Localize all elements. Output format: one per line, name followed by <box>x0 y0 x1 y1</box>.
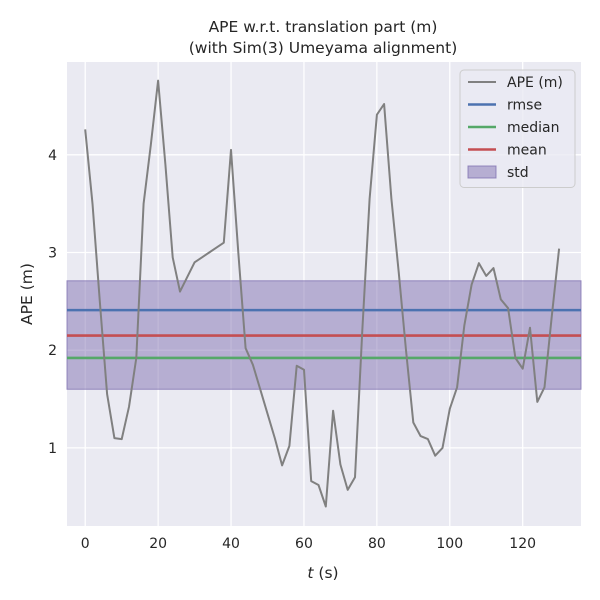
x-tick-label: 100 <box>436 536 463 552</box>
x-axis-unit: (s) <box>313 564 338 582</box>
legend-box <box>459 69 576 188</box>
y-tick-label: 3 <box>48 245 57 261</box>
ape-series-line <box>84 79 561 508</box>
legend-label: rmse <box>507 98 542 114</box>
legend-label: APE (m) <box>507 75 563 91</box>
chart-subtitle: (with Sim(3) Umeyama alignment) <box>189 39 458 57</box>
x-tick-label: 60 <box>295 536 313 552</box>
legend-label: std <box>507 165 529 181</box>
series-layer <box>84 79 561 508</box>
x-tick-label: 120 <box>509 536 536 552</box>
y-tick-label: 2 <box>48 343 57 359</box>
x-tick-label: 40 <box>222 536 240 552</box>
x-tick-label: 0 <box>81 536 90 552</box>
y-tick-label: 1 <box>48 441 57 457</box>
x-tick-labels: 0 20 40 60 80 100 120 <box>81 536 536 552</box>
x-axis-variable: t <box>307 564 314 582</box>
chart-title: APE w.r.t. translation part (m) <box>209 18 438 36</box>
x-axis-label: t (s) <box>307 564 338 582</box>
legend: APE (m) rmse median mean std <box>459 69 576 188</box>
legend-swatch <box>467 165 497 179</box>
y-tick-label: 4 <box>48 148 57 164</box>
x-tick-label: 80 <box>368 536 386 552</box>
legend-label: median <box>507 120 559 136</box>
legend-label: mean <box>507 143 547 159</box>
reference-lines <box>67 308 581 360</box>
y-tick-labels: 1 2 3 4 <box>48 148 57 457</box>
x-tick-label: 20 <box>149 536 167 552</box>
y-axis-label: APE (m) <box>18 263 36 325</box>
